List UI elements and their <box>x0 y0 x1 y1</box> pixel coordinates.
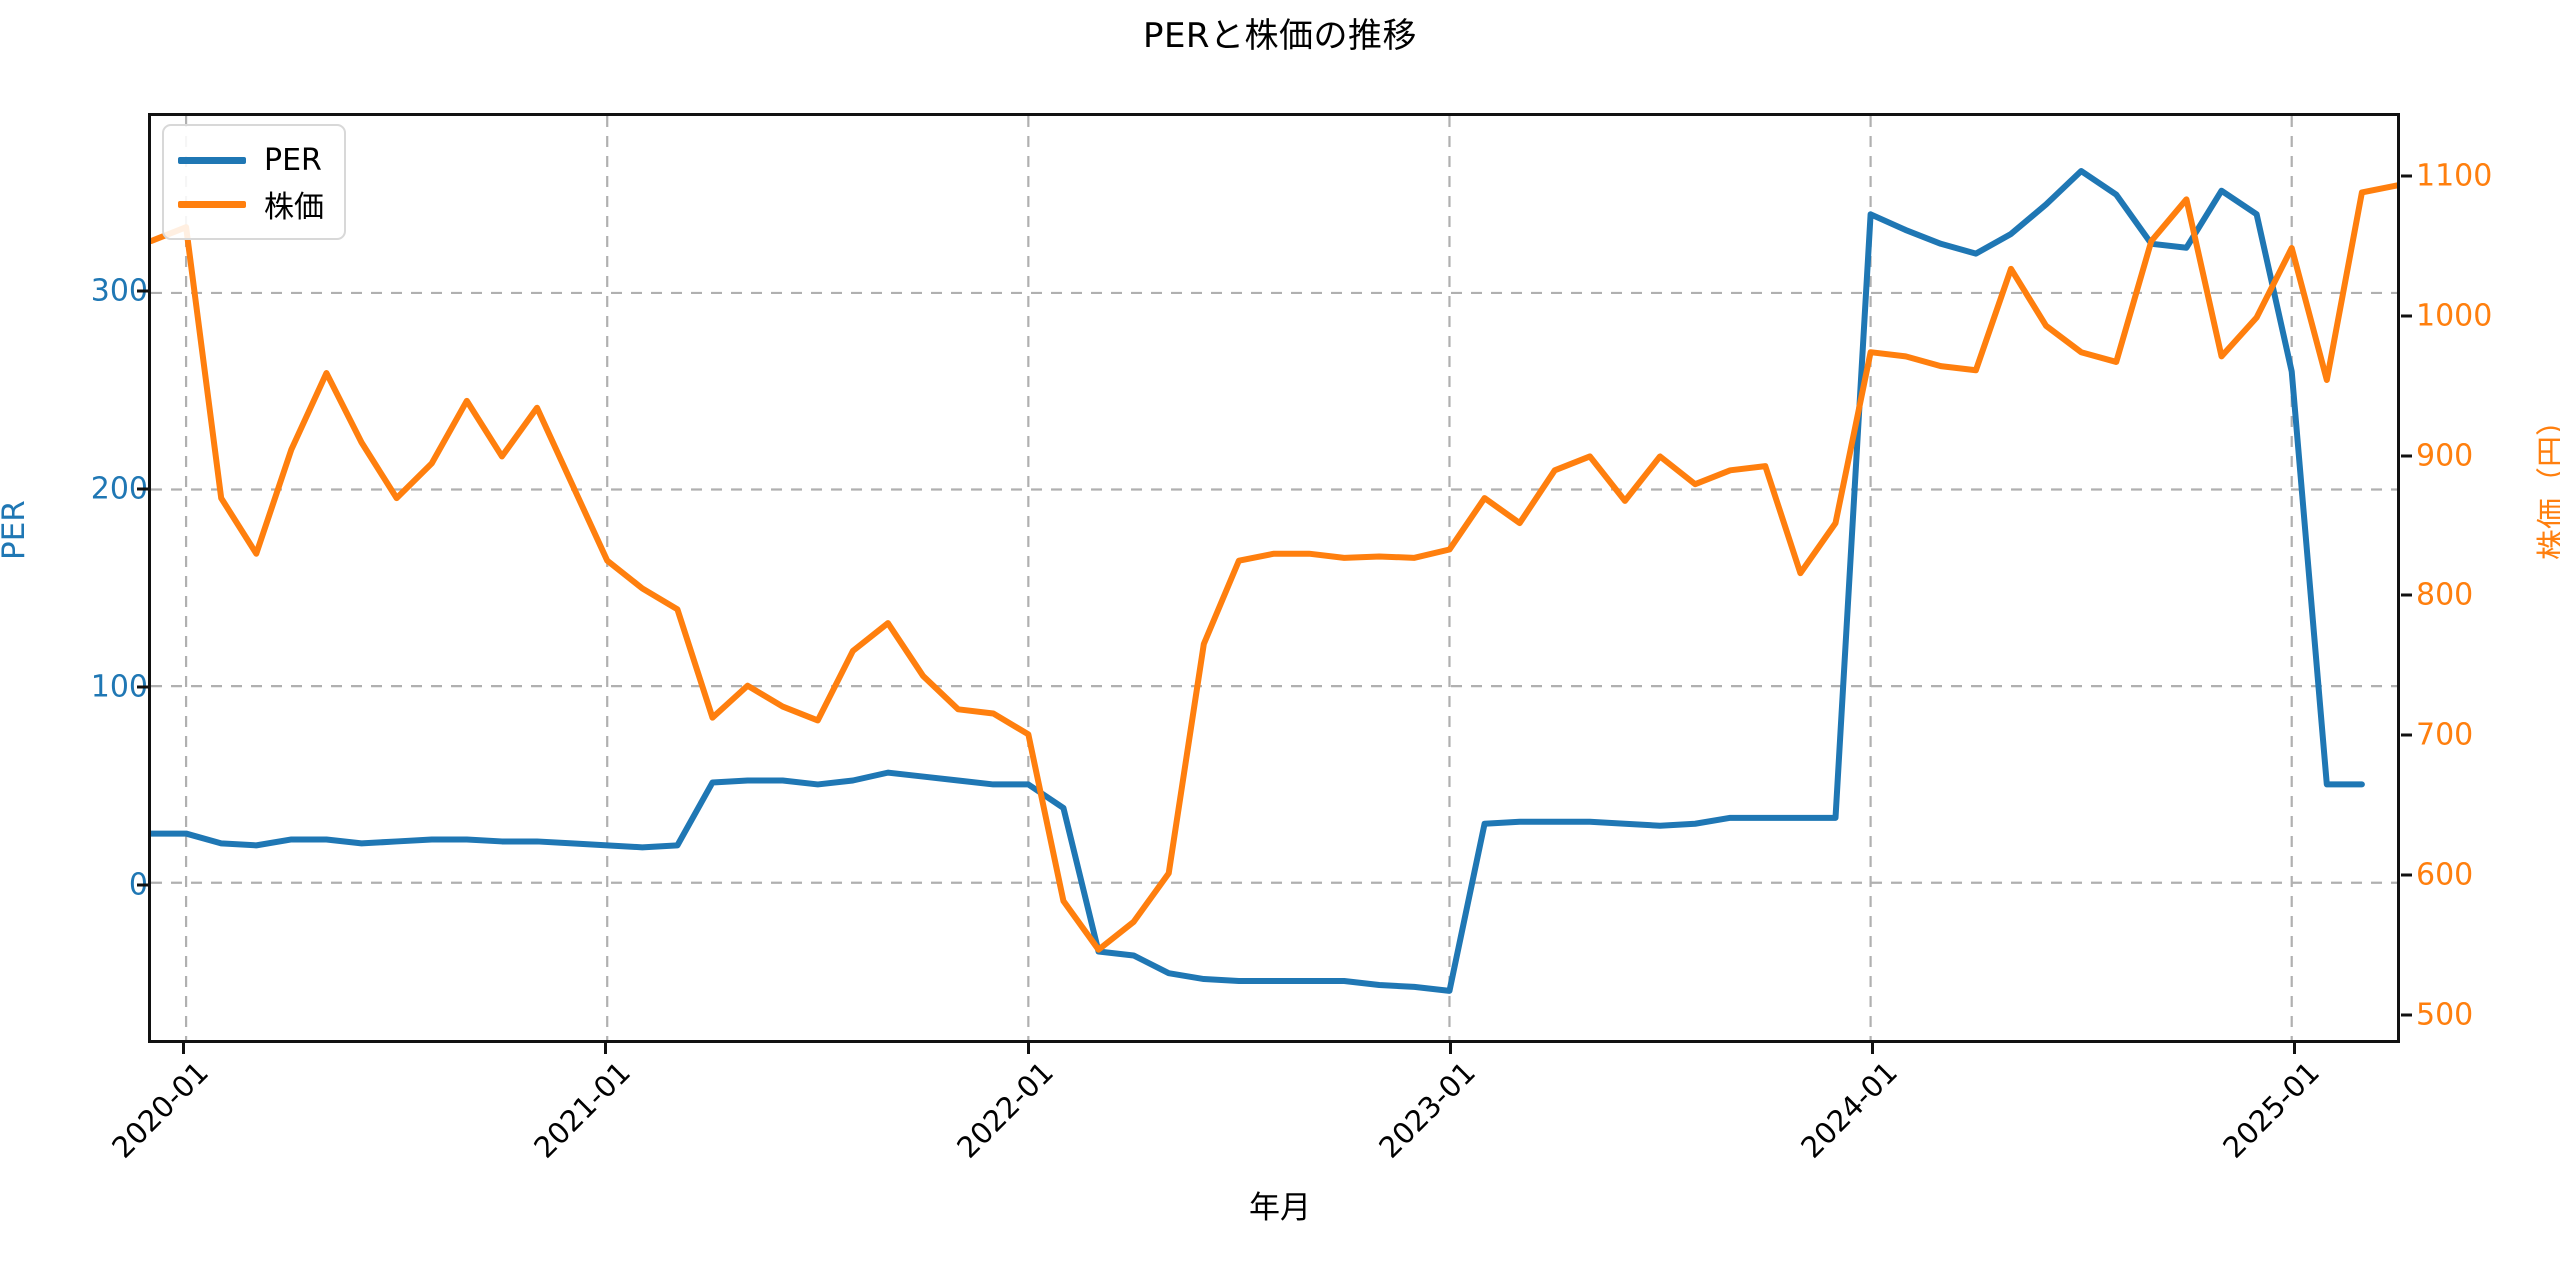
legend-label-price: 株価 <box>264 190 324 225</box>
y-axis-right-tick-mark <box>2401 593 2412 597</box>
y-axis-left-tick-mark <box>137 883 148 887</box>
x-axis-label: 年月 <box>1249 1190 1311 1226</box>
plot-area <box>148 113 2400 1043</box>
legend-item-per: PER <box>178 138 324 182</box>
y-axis-right-tick-label: 600 <box>2416 857 2474 893</box>
y-axis-right-tick-mark <box>2401 873 2412 877</box>
y-axis-right-tick-label: 1100 <box>2416 158 2493 194</box>
y-axis-left-tick-mark <box>137 487 148 491</box>
y-axis-left-tick-mark <box>137 289 148 293</box>
y-axis-right-tick-label: 1000 <box>2416 298 2493 334</box>
y-axis-right-label: 株価（円） <box>2535 405 2560 560</box>
chart-legend: PER 株価 <box>162 124 346 240</box>
data-series-layer <box>151 116 2397 1040</box>
y-axis-right-tick-mark <box>2401 174 2412 178</box>
legend-label-per: PER <box>264 142 322 178</box>
chart-title: PERと株価の推移 <box>1142 16 1418 56</box>
y-axis-right-tick-mark <box>2401 314 2412 318</box>
x-axis-tick-mark <box>1871 1043 1875 1054</box>
x-axis-tick-mark <box>604 1043 608 1054</box>
x-axis-tick-mark <box>1026 1043 1030 1054</box>
x-axis-tick-mark <box>2293 1043 2297 1054</box>
x-axis-tick-mark <box>1448 1043 1452 1054</box>
y-axis-right-tick-mark <box>2401 733 2412 737</box>
y-axis-right-tick-label: 700 <box>2416 717 2474 753</box>
y-axis-right-tick-mark <box>2401 454 2412 458</box>
legend-swatch-price <box>178 200 246 208</box>
y-axis-left-label: PER <box>0 500 32 560</box>
grid-lines <box>151 116 2397 1040</box>
legend-swatch-per <box>178 156 246 164</box>
x-axis-tick-mark <box>182 1043 186 1054</box>
y-axis-left-tick-label: 200 <box>90 471 148 507</box>
y-axis-left-tick-mark <box>137 685 148 689</box>
y-axis-right-tick-label: 800 <box>2416 577 2474 613</box>
y-axis-left-tick-label: 100 <box>90 669 148 705</box>
y-axis-right-tick-mark <box>2401 1013 2412 1017</box>
y-axis-left-tick-label: 300 <box>90 273 148 309</box>
legend-item-price: 株価 <box>178 182 324 226</box>
y-axis-right-tick-label: 500 <box>2416 997 2474 1033</box>
y-axis-left-tick-label: 0 <box>0 867 148 902</box>
y-axis-right-tick-label: 900 <box>2416 438 2474 474</box>
